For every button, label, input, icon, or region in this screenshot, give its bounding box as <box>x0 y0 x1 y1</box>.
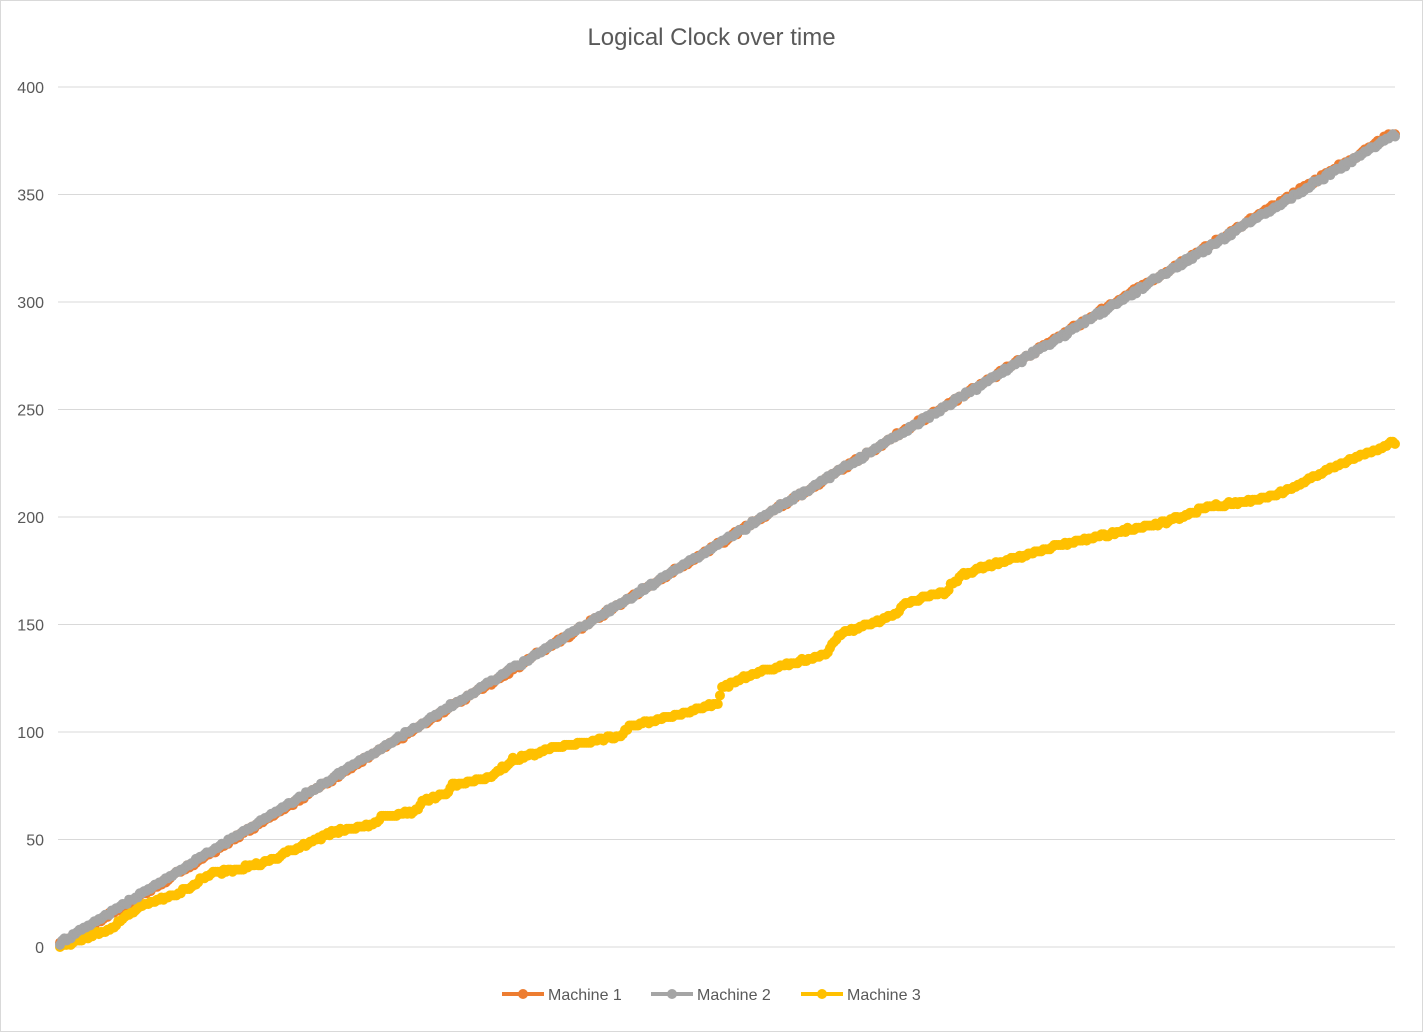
data-point <box>1390 131 1400 142</box>
legend-item-machine-2: Machine 2 <box>651 987 771 1004</box>
series-machine-3 <box>55 436 1400 952</box>
y-tick-label: 400 <box>17 80 44 97</box>
data-point <box>714 690 725 701</box>
legend-label: Machine 3 <box>847 987 921 1004</box>
y-tick-label: 100 <box>17 725 44 742</box>
y-tick-label: 250 <box>17 403 44 420</box>
legend: Machine 1 Machine 2 Machine 3 <box>502 987 921 1004</box>
y-axis-ticks: 0 50 100 150 200 250 300 350 400 <box>17 80 44 957</box>
y-tick-label: 200 <box>17 510 44 527</box>
plot-area <box>55 129 1400 952</box>
legend-marker <box>518 989 528 999</box>
y-tick-label: 150 <box>17 618 44 635</box>
legend-item-machine-1: Machine 1 <box>502 987 622 1004</box>
y-tick-label: 50 <box>26 833 44 850</box>
legend-item-machine-3: Machine 3 <box>801 987 921 1004</box>
legend-marker <box>817 989 827 999</box>
y-tick-label: 350 <box>17 188 44 205</box>
legend-label: Machine 2 <box>697 987 771 1004</box>
gridlines <box>58 86 1395 948</box>
legend-label: Machine 1 <box>548 987 622 1004</box>
data-point <box>1390 438 1400 449</box>
legend-marker <box>667 989 677 999</box>
chart-title: Logical Clock over time <box>587 24 836 51</box>
series-machine-2 <box>55 129 1400 950</box>
data-point <box>712 699 723 710</box>
y-tick-label: 300 <box>17 295 44 312</box>
y-tick-label: 0 <box>35 940 44 957</box>
